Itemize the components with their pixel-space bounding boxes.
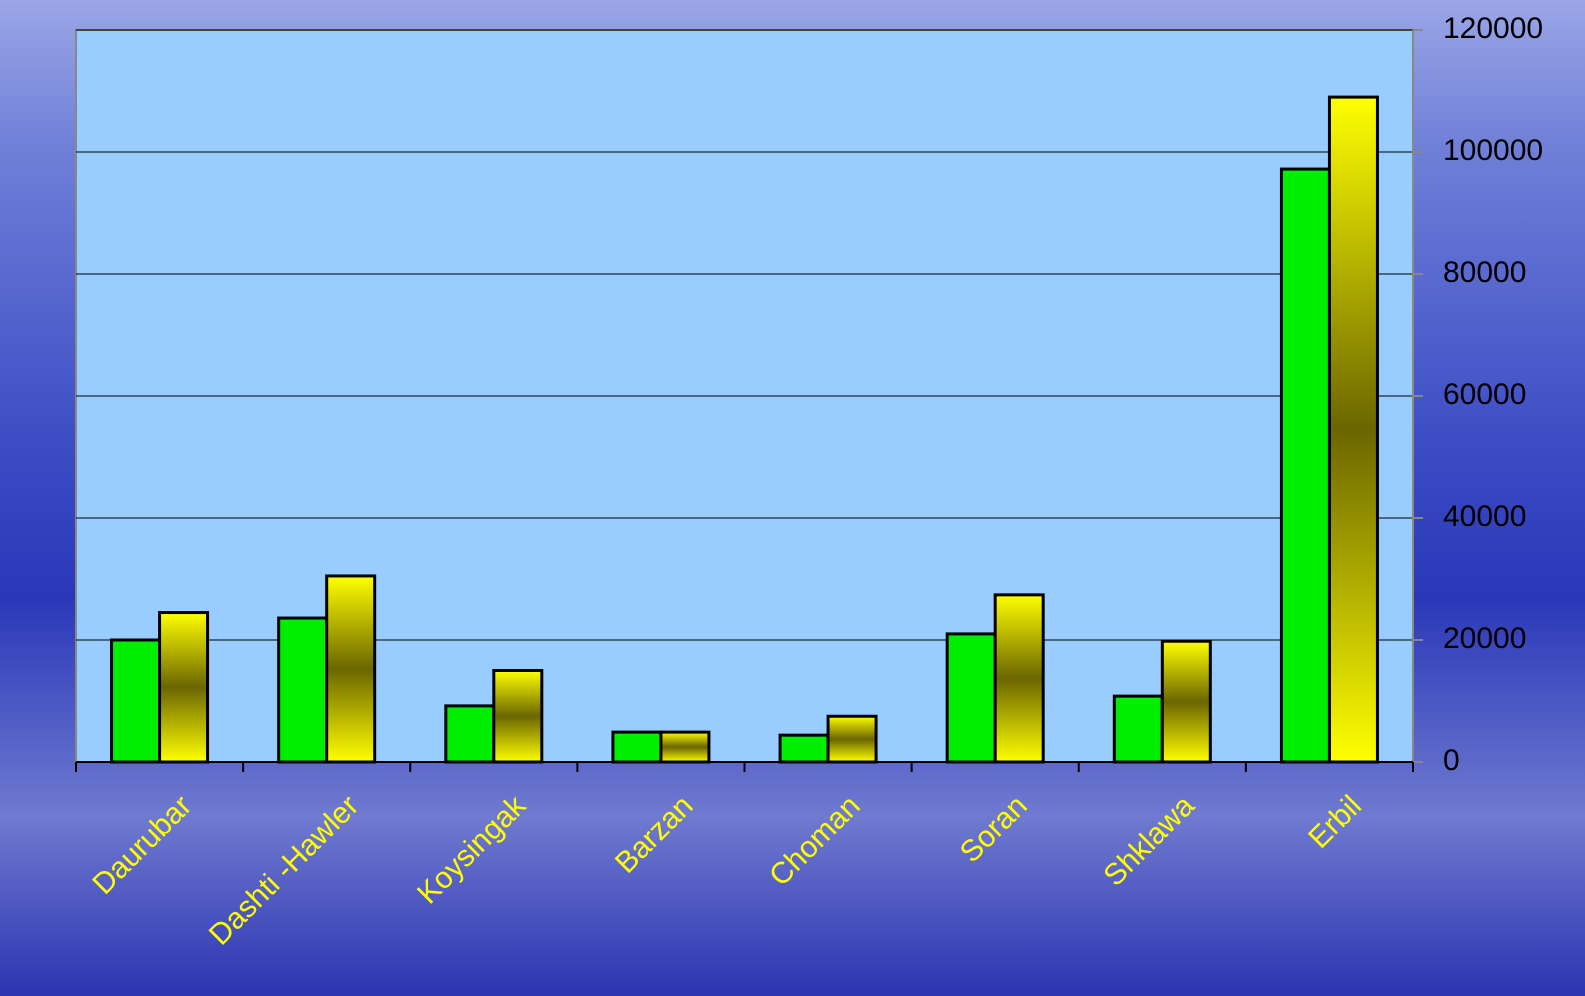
x-tick-label: Erbil	[1302, 789, 1368, 855]
bar	[1327, 95, 1379, 764]
y-tick-label: 40000	[1443, 500, 1526, 533]
bar	[945, 632, 997, 764]
bar	[158, 611, 210, 764]
x-tick-label: Koysingak	[411, 789, 533, 911]
bar	[826, 714, 878, 764]
bar	[277, 616, 329, 764]
bar	[1160, 639, 1212, 764]
x-tick-label: Dashti -Hawler	[203, 789, 365, 951]
x-tick-label: Choman	[763, 789, 867, 893]
bar	[444, 704, 496, 764]
x-tick-label: Shklawa	[1097, 789, 1201, 893]
y-tick-label: 80000	[1443, 256, 1526, 289]
bar	[1279, 167, 1331, 764]
bar	[993, 593, 1045, 764]
y-tick-label: 120000	[1443, 12, 1543, 45]
y-tick-label: 20000	[1443, 622, 1526, 655]
x-tick-label: Soran	[954, 789, 1034, 869]
bar	[492, 669, 544, 764]
bar	[611, 730, 663, 764]
y-tick-label: 100000	[1443, 134, 1543, 167]
y-tick-label: 60000	[1443, 378, 1526, 411]
x-tick-label: Barzan	[609, 789, 700, 880]
bar	[1112, 694, 1164, 764]
x-tick-label: Daurubar	[86, 789, 198, 901]
y-tick-label: 0	[1443, 744, 1460, 777]
bar	[110, 638, 162, 764]
bar	[325, 574, 377, 764]
bar	[778, 733, 830, 764]
bar	[659, 730, 711, 764]
